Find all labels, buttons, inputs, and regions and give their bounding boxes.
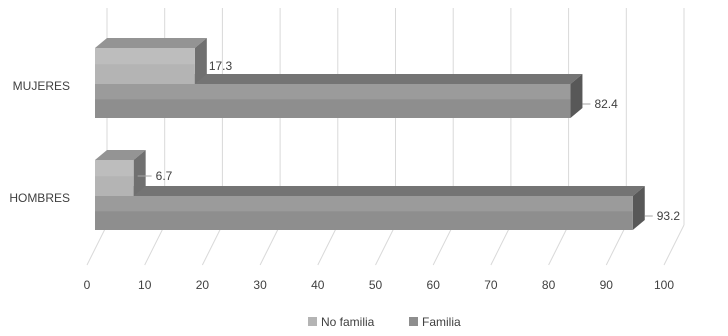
category-axis: MUJERES HOMBRES bbox=[9, 79, 70, 205]
legend: No familia Familia bbox=[308, 315, 461, 329]
data-label: 82.4 bbox=[594, 97, 618, 111]
legend-label: Familia bbox=[422, 315, 461, 329]
x-tick-label: 30 bbox=[253, 278, 267, 292]
floor-gridline bbox=[144, 224, 166, 266]
x-tick-label: 90 bbox=[600, 278, 614, 292]
x-tick-label: 100 bbox=[654, 278, 674, 292]
floor-gridline bbox=[201, 224, 223, 266]
floor-gridline bbox=[317, 224, 339, 266]
x-tick-label: 0 bbox=[84, 278, 91, 292]
category-label: MUJERES bbox=[13, 79, 70, 93]
data-label: 17.3 bbox=[209, 59, 233, 73]
data-label: 93.2 bbox=[657, 209, 681, 223]
floor-gridline bbox=[490, 224, 512, 266]
x-tick-label: 70 bbox=[484, 278, 498, 292]
x-tick-label: 80 bbox=[542, 278, 556, 292]
floor-gridline bbox=[432, 224, 454, 266]
bar-no-familia bbox=[95, 150, 146, 196]
floor-gridline bbox=[548, 224, 570, 266]
category-label: HOMBRES bbox=[9, 191, 70, 205]
data-labels: 17.3 82.4 6.7 93.2 bbox=[137, 59, 681, 223]
x-tick-label: 50 bbox=[369, 278, 383, 292]
legend-swatch bbox=[409, 317, 418, 326]
legend-swatch bbox=[308, 317, 317, 326]
floor-gridline bbox=[375, 224, 396, 266]
bar-familia bbox=[95, 186, 645, 230]
x-tick-label: 60 bbox=[427, 278, 441, 292]
x-axis: 0 10 20 30 40 50 60 70 80 90 100 bbox=[84, 278, 675, 292]
x-tick-label: 40 bbox=[311, 278, 325, 292]
floor-gridline bbox=[86, 224, 108, 266]
floor-gridline bbox=[605, 224, 627, 266]
data-label: 6.7 bbox=[156, 169, 173, 183]
bars bbox=[95, 38, 645, 230]
x-tick-label: 20 bbox=[196, 278, 210, 292]
bar-no-familia bbox=[95, 38, 207, 84]
bar-familia bbox=[95, 74, 583, 118]
x-tick-label: 10 bbox=[138, 278, 152, 292]
floor-gridline bbox=[259, 224, 281, 266]
legend-label: No familia bbox=[321, 315, 375, 329]
floor-gridline bbox=[663, 224, 685, 266]
